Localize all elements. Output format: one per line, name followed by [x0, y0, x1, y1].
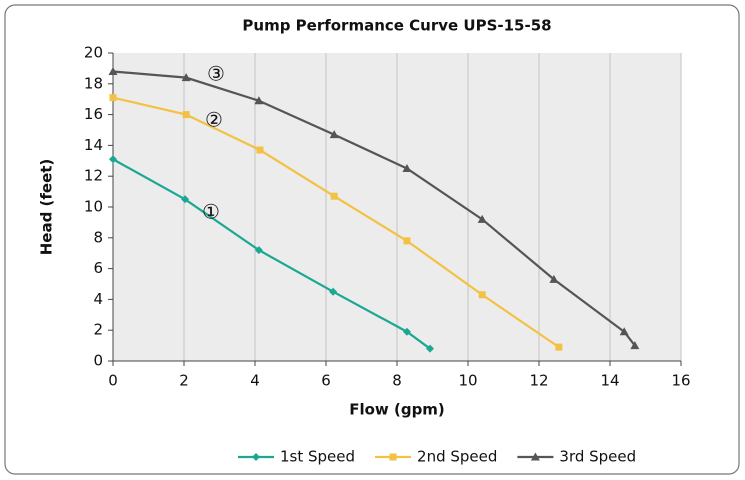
x-tick-label: 14	[600, 372, 619, 390]
data-point	[330, 192, 338, 200]
y-tick-label: 12	[84, 167, 103, 185]
data-point	[402, 327, 411, 336]
y-axis-label: Head (feet)	[38, 159, 56, 256]
x-tick-label: 8	[392, 372, 402, 390]
y-tick-label: 20	[84, 44, 103, 62]
legend-marker	[252, 453, 260, 461]
y-tick-label: 2	[93, 321, 103, 339]
data-point	[254, 96, 264, 105]
x-tick-label: 4	[250, 372, 260, 390]
legend-marker	[530, 452, 540, 461]
data-point	[181, 73, 191, 82]
annotation: ①	[202, 200, 220, 224]
x-tick-label: 12	[529, 372, 548, 390]
data-point	[403, 237, 411, 245]
x-tick-label: 16	[671, 372, 690, 390]
legend-label: 1st Speed	[280, 448, 355, 466]
data-point	[329, 130, 339, 139]
y-tick-label: 14	[84, 136, 103, 154]
x-tick-label: 10	[458, 372, 477, 390]
data-point	[108, 66, 118, 75]
y-tick-label: 8	[93, 228, 103, 246]
legend-label: 2nd Speed	[417, 448, 497, 466]
chart-title: Pump Performance Curve UPS-15-58	[242, 17, 551, 35]
series-line	[112, 158, 431, 350]
y-tick-label: 18	[84, 74, 103, 92]
data-point	[181, 195, 190, 204]
data-point	[402, 164, 412, 172]
legend-label: 3rd Speed	[559, 448, 636, 466]
legend-marker	[389, 453, 397, 461]
x-tick-label: 6	[321, 372, 331, 390]
y-tick-label: 4	[93, 290, 103, 308]
data-point	[426, 344, 435, 353]
data-point	[254, 246, 263, 255]
data-point	[549, 274, 559, 283]
y-tick-label: 6	[93, 259, 103, 277]
data-point	[109, 94, 117, 102]
data-point	[477, 214, 487, 223]
data-point	[630, 341, 640, 350]
data-point	[478, 291, 486, 299]
y-tick-label: 0	[93, 352, 103, 370]
x-tick-label: 2	[179, 372, 189, 390]
x-tick-label: 0	[108, 372, 118, 390]
data-point	[555, 343, 563, 351]
annotation: ②	[205, 108, 223, 132]
y-tick-label: 16	[84, 105, 103, 123]
annotation: ③	[207, 62, 225, 86]
x-axis-label: Flow (gpm)	[349, 401, 445, 419]
data-point	[619, 327, 629, 336]
data-point	[256, 146, 264, 154]
data-point	[109, 155, 117, 164]
y-tick-label: 10	[84, 198, 103, 216]
data-point	[329, 287, 338, 296]
data-point	[182, 111, 190, 119]
